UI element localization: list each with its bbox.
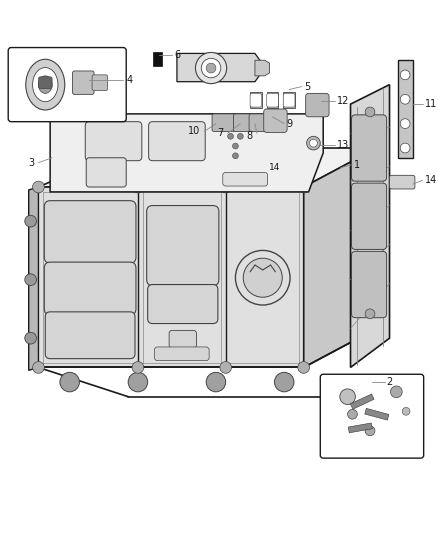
Circle shape: [220, 361, 232, 373]
Circle shape: [25, 333, 36, 344]
Text: 12: 12: [337, 96, 349, 106]
Circle shape: [25, 215, 36, 227]
Bar: [152, 52, 162, 66]
Ellipse shape: [39, 76, 52, 93]
Circle shape: [391, 386, 402, 398]
Ellipse shape: [32, 68, 58, 102]
FancyBboxPatch shape: [212, 114, 236, 132]
FancyBboxPatch shape: [351, 115, 387, 181]
Text: 10: 10: [188, 126, 200, 136]
FancyBboxPatch shape: [44, 262, 136, 315]
FancyBboxPatch shape: [8, 47, 126, 122]
Text: 14: 14: [269, 163, 280, 172]
Circle shape: [365, 309, 375, 319]
FancyBboxPatch shape: [351, 183, 387, 249]
Polygon shape: [29, 187, 39, 370]
Circle shape: [201, 58, 221, 78]
Circle shape: [400, 70, 410, 80]
FancyBboxPatch shape: [169, 330, 196, 348]
FancyBboxPatch shape: [86, 158, 126, 187]
FancyBboxPatch shape: [306, 93, 329, 117]
Circle shape: [310, 139, 318, 147]
Polygon shape: [250, 92, 262, 108]
Text: 6: 6: [174, 50, 180, 60]
Polygon shape: [39, 187, 304, 367]
Circle shape: [298, 361, 310, 373]
Text: 13: 13: [337, 140, 349, 150]
FancyBboxPatch shape: [147, 206, 219, 286]
FancyBboxPatch shape: [73, 71, 94, 94]
Bar: [350, 394, 374, 409]
Polygon shape: [283, 92, 295, 108]
Text: 9: 9: [286, 119, 292, 128]
FancyBboxPatch shape: [92, 75, 108, 91]
FancyBboxPatch shape: [39, 77, 52, 88]
Ellipse shape: [26, 59, 65, 110]
Circle shape: [348, 409, 357, 419]
Circle shape: [402, 407, 410, 415]
Polygon shape: [398, 60, 413, 158]
FancyBboxPatch shape: [85, 122, 142, 160]
Circle shape: [233, 153, 238, 159]
Text: 8: 8: [247, 131, 253, 141]
Circle shape: [307, 136, 320, 150]
Text: 11: 11: [424, 99, 437, 109]
Circle shape: [237, 133, 243, 139]
FancyBboxPatch shape: [148, 122, 205, 160]
Text: 5: 5: [304, 82, 310, 92]
FancyBboxPatch shape: [148, 285, 218, 324]
Circle shape: [365, 107, 375, 117]
Circle shape: [32, 181, 44, 193]
Circle shape: [195, 52, 227, 84]
Circle shape: [400, 143, 410, 153]
Polygon shape: [267, 92, 279, 108]
Circle shape: [340, 389, 355, 405]
Polygon shape: [255, 60, 269, 76]
FancyBboxPatch shape: [233, 114, 251, 132]
Circle shape: [233, 143, 238, 149]
Circle shape: [243, 258, 282, 297]
Circle shape: [128, 373, 148, 392]
Text: 2: 2: [387, 377, 393, 387]
Circle shape: [220, 181, 232, 193]
Circle shape: [236, 251, 290, 305]
FancyBboxPatch shape: [45, 312, 135, 359]
Circle shape: [400, 94, 410, 104]
FancyBboxPatch shape: [44, 200, 136, 263]
Polygon shape: [350, 85, 389, 367]
Circle shape: [228, 133, 233, 139]
Text: 3: 3: [28, 158, 35, 168]
Bar: [348, 423, 372, 433]
Text: 7: 7: [218, 128, 224, 139]
Text: 4: 4: [126, 75, 132, 85]
Circle shape: [275, 373, 294, 392]
FancyBboxPatch shape: [351, 252, 387, 318]
Circle shape: [32, 361, 44, 373]
Polygon shape: [177, 53, 260, 82]
FancyBboxPatch shape: [283, 93, 295, 107]
Circle shape: [365, 426, 375, 435]
Bar: [365, 408, 389, 420]
Circle shape: [206, 63, 216, 73]
Polygon shape: [304, 148, 377, 367]
FancyBboxPatch shape: [389, 175, 415, 189]
Circle shape: [132, 361, 144, 373]
Circle shape: [25, 274, 36, 286]
FancyBboxPatch shape: [267, 93, 279, 107]
Circle shape: [60, 373, 79, 392]
FancyBboxPatch shape: [250, 93, 262, 107]
Text: 14: 14: [424, 175, 437, 185]
FancyBboxPatch shape: [223, 172, 268, 186]
FancyBboxPatch shape: [155, 347, 209, 361]
FancyBboxPatch shape: [249, 114, 267, 132]
Circle shape: [298, 181, 310, 193]
Circle shape: [132, 181, 144, 193]
Polygon shape: [50, 114, 323, 192]
FancyBboxPatch shape: [320, 374, 424, 458]
Circle shape: [400, 119, 410, 128]
Circle shape: [206, 373, 226, 392]
FancyBboxPatch shape: [264, 109, 287, 132]
Text: 1: 1: [354, 159, 360, 169]
Polygon shape: [39, 148, 377, 187]
